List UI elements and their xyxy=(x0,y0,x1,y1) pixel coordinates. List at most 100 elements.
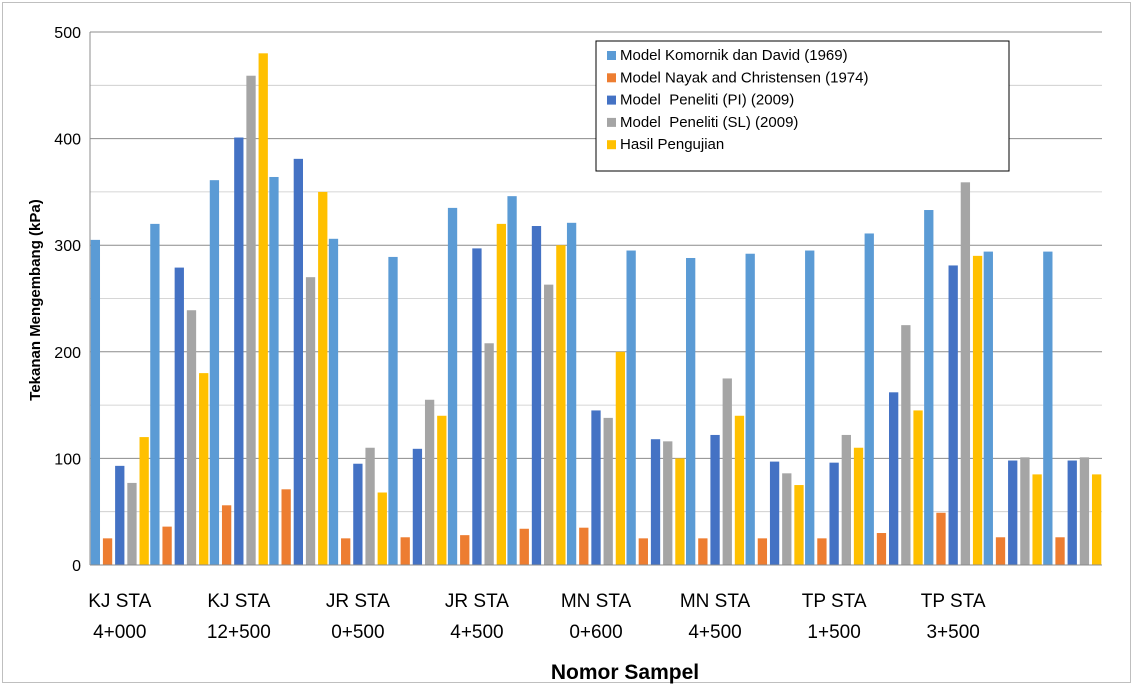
x-tick-label: 0+600 xyxy=(569,622,622,643)
x-tick-label: KJ STA xyxy=(207,591,270,612)
bar xyxy=(782,473,792,565)
bar xyxy=(460,535,470,565)
bar xyxy=(115,465,125,565)
bar xyxy=(901,325,911,565)
legend-box xyxy=(595,40,1010,172)
legend-label: Model Peneliti (SL) (2009) xyxy=(620,114,798,131)
bar xyxy=(757,538,768,565)
bar xyxy=(412,448,423,565)
bar xyxy=(424,399,435,565)
legend: Model Komornik dan David (1969) Model Nay… xyxy=(595,40,1010,172)
bar xyxy=(209,180,220,566)
bar xyxy=(1091,474,1102,565)
y-axis-title: Tekanan Mengembang (kPa) xyxy=(27,199,44,400)
bar xyxy=(269,176,279,566)
bar xyxy=(686,257,696,565)
bar xyxy=(579,527,589,565)
bar xyxy=(162,526,172,565)
bar xyxy=(1079,457,1090,565)
bar xyxy=(174,267,184,565)
bar xyxy=(698,538,708,565)
bar xyxy=(127,482,137,565)
bar xyxy=(913,410,923,565)
bar xyxy=(484,343,494,565)
bar xyxy=(400,537,410,565)
bar xyxy=(186,310,197,565)
bar xyxy=(650,439,661,565)
legend-swatch xyxy=(607,140,616,150)
bar xyxy=(1055,537,1065,565)
bar xyxy=(936,512,946,565)
legend-label: Model Nayak and Christensen (1974) xyxy=(620,69,868,86)
bar xyxy=(972,255,983,566)
bar xyxy=(615,351,626,565)
axes: 0 100 200 300 400 500 KJ STA 4+000 KJ STA 12+500 J… xyxy=(54,25,1102,643)
y-tick-label: 400 xyxy=(54,132,81,149)
bar xyxy=(447,207,458,565)
x-axis-title: Nomor Sampel xyxy=(551,661,699,684)
bar xyxy=(924,210,934,565)
bar xyxy=(388,256,398,565)
bar xyxy=(90,239,101,565)
bar xyxy=(139,437,149,565)
bar xyxy=(1032,474,1042,565)
bar xyxy=(1008,460,1018,565)
legend-swatch xyxy=(607,117,616,127)
x-tick-label: 12+500 xyxy=(207,622,271,643)
bar xyxy=(472,248,482,565)
bar xyxy=(531,226,542,565)
bar xyxy=(1020,457,1030,565)
bar xyxy=(769,461,780,565)
bar xyxy=(1043,251,1053,565)
bar xyxy=(305,277,316,565)
bar xyxy=(734,415,745,565)
x-tick-label: 3+500 xyxy=(926,622,979,643)
y-tick-label: 300 xyxy=(54,238,81,255)
bar xyxy=(805,250,815,565)
bar xyxy=(556,245,566,565)
bar xyxy=(675,458,685,565)
bar xyxy=(591,410,601,565)
bar xyxy=(353,463,363,565)
bar xyxy=(365,447,375,565)
x-tick-label: 1+500 xyxy=(807,622,860,643)
bar xyxy=(318,191,328,565)
legend-label: Model Peneliti (PI) (2009) xyxy=(620,92,794,109)
legend-label: Model Komornik dan David (1969) xyxy=(620,47,848,64)
bar xyxy=(496,223,506,565)
legend-label: Hasil Pengujian xyxy=(620,136,724,153)
bar xyxy=(995,537,1006,565)
bar xyxy=(1067,460,1077,565)
x-tick-label: 4+500 xyxy=(688,622,741,643)
bar xyxy=(864,233,874,565)
bar xyxy=(437,415,447,565)
bar xyxy=(663,441,673,565)
bar xyxy=(794,485,804,565)
x-tick-label: MN STA xyxy=(561,591,632,612)
bar xyxy=(221,505,232,565)
y-tick-label: 200 xyxy=(54,345,81,362)
bar xyxy=(258,53,268,565)
bar xyxy=(102,538,113,565)
bar xyxy=(328,238,339,566)
bar xyxy=(507,196,517,565)
bar xyxy=(246,75,256,566)
x-tick-label: KJ STA xyxy=(88,591,151,612)
x-tick-label: 0+500 xyxy=(331,622,384,643)
legend-swatch xyxy=(607,95,616,105)
bar xyxy=(150,223,160,565)
bar xyxy=(841,434,851,565)
bar xyxy=(377,492,387,565)
bars xyxy=(90,53,1102,566)
bar xyxy=(626,250,636,565)
bar xyxy=(293,158,303,565)
y-tick-label: 500 xyxy=(54,25,81,42)
legend-swatch xyxy=(607,73,616,83)
x-tick-label: JR STA xyxy=(445,591,509,612)
bar xyxy=(829,462,839,565)
bar xyxy=(341,538,351,565)
x-tick-label: 4+000 xyxy=(93,622,146,643)
x-tick-label: TP STA xyxy=(802,591,867,612)
y-tick-label: 100 xyxy=(54,451,81,468)
